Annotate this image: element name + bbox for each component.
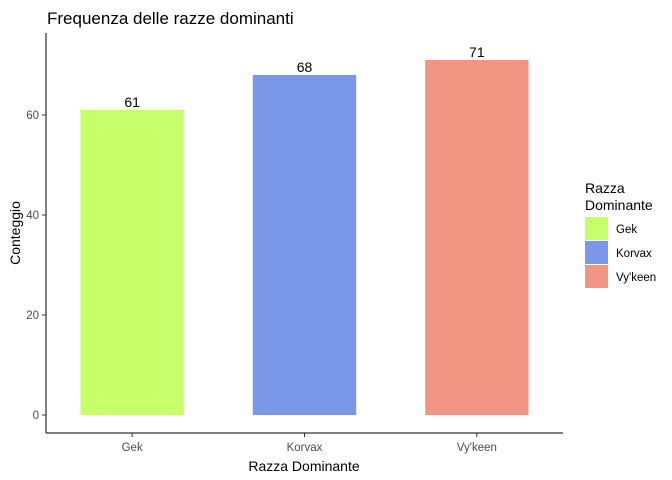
legend-swatch — [585, 265, 608, 288]
bar-gek — [80, 110, 184, 415]
y-tick-label: 40 — [26, 210, 39, 222]
x-tick-label: Gek — [122, 442, 143, 454]
y-tick-label: 20 — [26, 310, 39, 322]
x-axis-title: Razza Dominante — [248, 458, 359, 474]
legend: Razza Dominante Gek Korvax Vy'keen — [585, 180, 656, 288]
x-axis: Gek Korvax Vy'keen — [122, 433, 497, 454]
y-tick-label: 60 — [26, 110, 39, 122]
y-tick-label: 0 — [33, 410, 39, 422]
bar-korvax — [252, 75, 357, 415]
legend-title-line-2: Dominante — [585, 197, 653, 213]
y-axis: 0 20 40 60 — [26, 110, 46, 422]
legend-label: Gek — [616, 224, 637, 236]
data-label: 68 — [297, 59, 313, 75]
chart-title: Frequenza delle razze dominanti — [47, 9, 294, 28]
legend-label: Vy'keen — [616, 272, 656, 284]
legend-swatch — [585, 217, 608, 240]
data-label: 61 — [124, 94, 140, 110]
bar-vy-keen — [425, 60, 529, 415]
plot-area: 61 68 71 — [80, 44, 529, 415]
x-tick-label: Korvax — [287, 442, 323, 454]
y-axis-title: Conteggio — [7, 201, 23, 265]
legend-label: Korvax — [616, 248, 652, 260]
legend-swatch — [585, 241, 608, 264]
x-tick-label: Vy'keen — [457, 442, 497, 454]
legend-title-line-1: Razza — [585, 180, 625, 196]
legend-items: Gek Korvax Vy'keen — [585, 217, 656, 288]
data-label: 71 — [469, 44, 485, 60]
